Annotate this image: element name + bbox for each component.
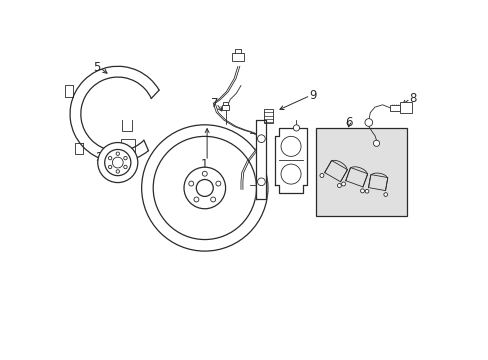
Circle shape: [383, 193, 387, 197]
Circle shape: [364, 119, 372, 126]
Text: 5: 5: [93, 61, 101, 74]
Circle shape: [123, 165, 127, 169]
Circle shape: [293, 125, 299, 131]
Circle shape: [365, 189, 368, 193]
Bar: [316, 128, 407, 216]
Circle shape: [337, 184, 341, 188]
Circle shape: [116, 152, 119, 156]
Text: 8: 8: [408, 92, 416, 105]
Text: 4: 4: [254, 141, 262, 154]
Text: 6: 6: [345, 116, 352, 129]
Circle shape: [194, 197, 199, 202]
Bar: [222, 105, 228, 110]
Circle shape: [373, 140, 379, 147]
Bar: [264, 109, 273, 123]
Circle shape: [202, 171, 207, 176]
Circle shape: [108, 157, 112, 160]
Polygon shape: [274, 128, 306, 193]
Circle shape: [123, 157, 127, 160]
Bar: [223, 102, 227, 105]
Bar: [231, 53, 244, 61]
Text: 2: 2: [95, 150, 102, 164]
Circle shape: [210, 197, 215, 202]
Text: 7: 7: [211, 97, 218, 110]
Circle shape: [153, 136, 256, 239]
Bar: [389, 105, 399, 111]
Text: 1: 1: [201, 158, 208, 171]
Circle shape: [116, 170, 119, 173]
Circle shape: [142, 125, 267, 251]
Circle shape: [360, 189, 364, 193]
Circle shape: [341, 182, 345, 186]
Circle shape: [257, 178, 264, 186]
Text: 3: 3: [285, 161, 293, 175]
Circle shape: [196, 180, 213, 197]
Circle shape: [215, 181, 221, 186]
Circle shape: [112, 157, 123, 168]
Circle shape: [257, 135, 264, 143]
Circle shape: [281, 164, 301, 184]
Circle shape: [98, 143, 138, 183]
Circle shape: [188, 181, 193, 186]
Text: 9: 9: [308, 89, 316, 102]
Circle shape: [183, 167, 225, 209]
Bar: [399, 103, 411, 113]
Circle shape: [319, 174, 323, 177]
Circle shape: [281, 136, 301, 156]
Circle shape: [108, 165, 112, 169]
Circle shape: [104, 149, 131, 176]
Polygon shape: [256, 120, 266, 199]
